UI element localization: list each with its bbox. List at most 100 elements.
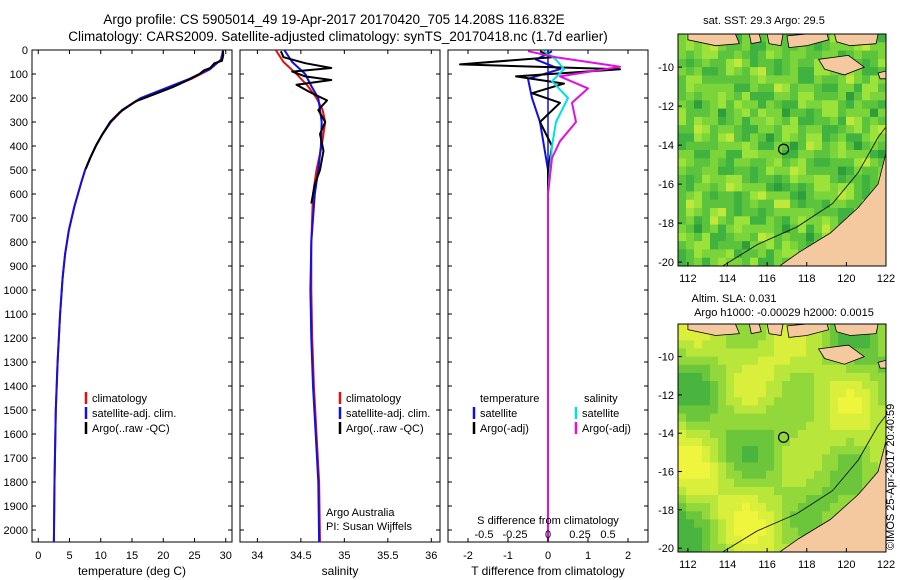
map-cell [702, 216, 711, 226]
map-cell [870, 340, 879, 349]
map-cell [734, 454, 743, 463]
map-cell [726, 241, 735, 250]
map-cell [718, 50, 727, 60]
map-cell [686, 249, 695, 259]
map-cell [798, 421, 807, 431]
map-y-tick-label: -10 [658, 62, 674, 74]
map-cell [870, 150, 879, 159]
map-cell [790, 224, 799, 234]
map-cell [750, 397, 759, 406]
map-cell [742, 470, 751, 480]
map-cell [718, 340, 727, 349]
map-cell [814, 389, 823, 398]
map-cell [734, 116, 743, 126]
map-cell [678, 141, 687, 151]
map-cell [862, 58, 871, 68]
map-cell [758, 257, 767, 266]
map-cell [718, 462, 727, 472]
map-cell [798, 150, 807, 159]
map-cell [774, 125, 783, 134]
map-cell [702, 478, 711, 488]
map-cell [726, 83, 735, 93]
map-cell [750, 249, 759, 259]
map-cell [710, 405, 719, 415]
map-cell [830, 454, 839, 463]
map-cell [822, 438, 831, 447]
map-cell [798, 208, 807, 217]
map-cell [726, 92, 735, 101]
credit-text: ©IMOS 25-Apr-2017 20:40:59 [885, 404, 897, 550]
map-cell [854, 454, 863, 463]
map-cell [814, 58, 823, 68]
y-tick-label: 600 [10, 189, 28, 201]
map-cell [710, 356, 719, 366]
map-cell [862, 340, 871, 349]
map-cell [814, 125, 823, 134]
map-cell [750, 232, 759, 242]
map-cell [782, 429, 791, 439]
y-tick-label: 1900 [4, 501, 28, 513]
map-cell [774, 183, 783, 192]
map-cell [718, 183, 727, 192]
map-cell [774, 486, 783, 496]
map-cell [678, 249, 687, 259]
map-cell [694, 50, 703, 60]
map-cell [822, 486, 831, 496]
map-cell [726, 535, 735, 545]
map-cell [798, 108, 807, 118]
map-cell [846, 108, 855, 118]
map-cell [790, 158, 799, 168]
map-cell [718, 421, 727, 431]
map-cell [798, 389, 807, 398]
map-cell [798, 199, 807, 209]
map-cell [718, 470, 727, 480]
map-cell [838, 166, 847, 176]
map-cell [750, 381, 759, 390]
map-cell [750, 543, 759, 552]
map-cell [798, 125, 807, 134]
map-cell [750, 75, 759, 85]
map-cell [758, 232, 767, 242]
map-cell [718, 364, 727, 374]
map-cell [814, 429, 823, 439]
map-cell [822, 478, 831, 488]
map-cell [798, 348, 807, 358]
map-cell [798, 241, 807, 250]
map-cell [678, 462, 687, 472]
map-cell [718, 413, 727, 423]
map-cell [678, 42, 687, 52]
map-cell [718, 208, 727, 217]
map-cell [734, 241, 743, 250]
map-cell [750, 50, 759, 60]
map-cell [790, 364, 799, 374]
map-cell [790, 241, 799, 250]
map-cell [782, 454, 791, 463]
map-cell [798, 191, 807, 201]
map-cell [822, 381, 831, 390]
map-cell [726, 454, 735, 463]
map-cell [710, 381, 719, 390]
map-cell [750, 429, 759, 439]
map-cell [790, 150, 799, 159]
map-cell [870, 372, 879, 382]
map-cell [822, 116, 831, 126]
map-cell [702, 438, 711, 447]
map-cell [790, 340, 799, 349]
map-cell [694, 381, 703, 390]
map-cell [822, 340, 831, 349]
map-cell [734, 413, 743, 423]
map-cell [846, 429, 855, 439]
y-tick-label: 1200 [4, 333, 28, 345]
map-cell [814, 199, 823, 209]
map-cell [710, 67, 719, 76]
map-cell [710, 372, 719, 382]
map-cell [774, 257, 783, 266]
map-cell [718, 429, 727, 439]
map-cell [702, 166, 711, 176]
map-cell [838, 413, 847, 423]
sla-map-title-1: Altim. SLA: 0.031 [692, 293, 777, 305]
map-cell [718, 438, 727, 447]
map-cell [742, 34, 751, 43]
map-cell [854, 108, 863, 118]
map-cell [766, 158, 775, 168]
